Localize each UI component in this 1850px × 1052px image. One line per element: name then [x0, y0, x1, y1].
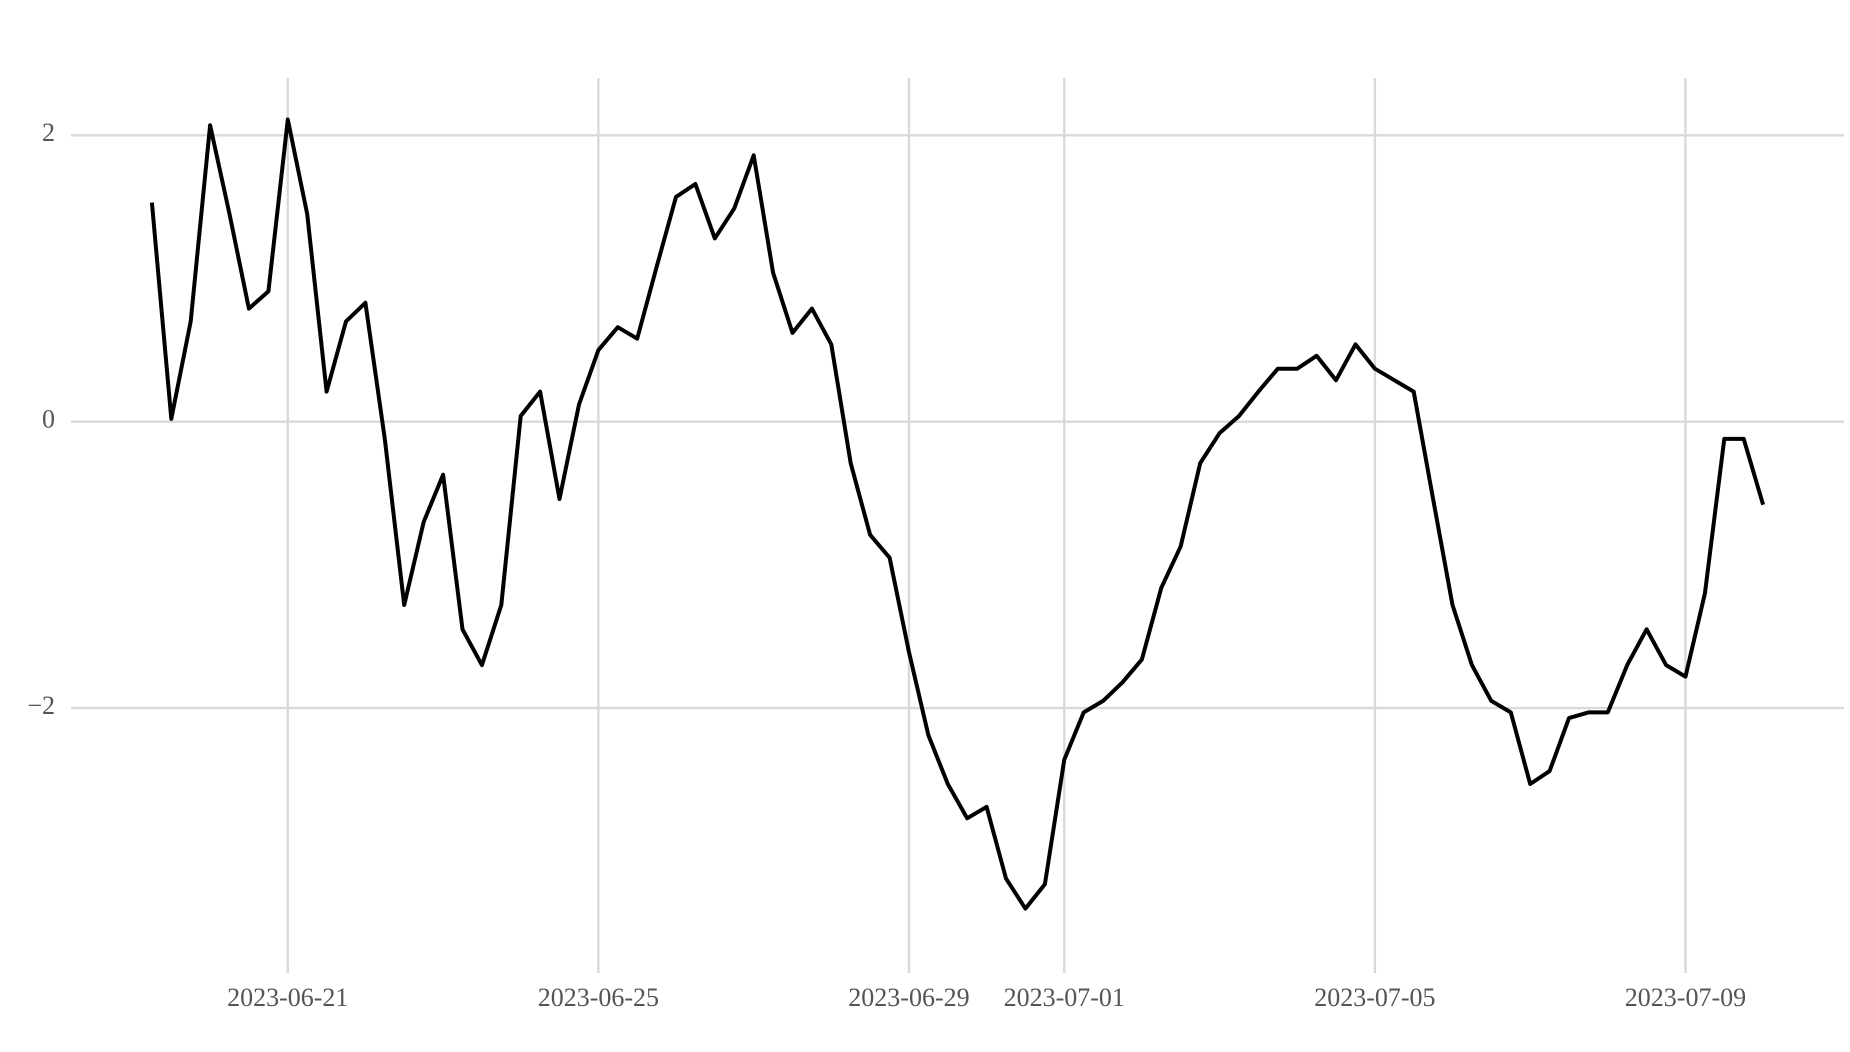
x-tick-label: 2023-07-01	[1004, 983, 1125, 1012]
x-tick-label: 2023-06-29	[848, 983, 969, 1012]
x-tick-label: 2023-07-05	[1314, 983, 1435, 1012]
y-tick-label: 0	[42, 405, 55, 434]
data-line	[149, 117, 1766, 911]
x-tick-label: 2023-06-25	[538, 983, 659, 1012]
x-tick-label: 2023-06-21	[227, 983, 348, 1012]
y-tick-label: −2	[27, 691, 55, 720]
x-tick-label: 2023-07-09	[1625, 983, 1746, 1012]
y-tick-label: 2	[42, 118, 55, 147]
